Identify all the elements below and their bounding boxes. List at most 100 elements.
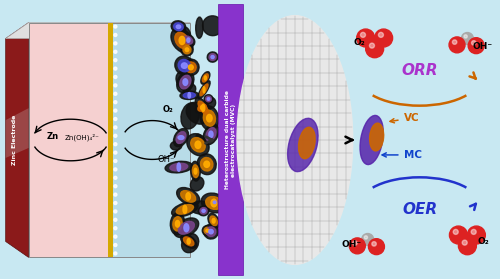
- Circle shape: [114, 227, 117, 230]
- Circle shape: [114, 42, 117, 45]
- Circle shape: [114, 160, 117, 162]
- Ellipse shape: [187, 134, 209, 156]
- Text: O₂: O₂: [162, 105, 173, 114]
- Ellipse shape: [203, 124, 218, 145]
- Circle shape: [114, 218, 117, 221]
- Ellipse shape: [204, 227, 211, 234]
- Circle shape: [362, 234, 374, 246]
- Ellipse shape: [206, 114, 212, 122]
- Ellipse shape: [209, 229, 213, 234]
- Ellipse shape: [180, 91, 199, 100]
- Ellipse shape: [182, 234, 198, 253]
- Ellipse shape: [187, 38, 190, 42]
- Ellipse shape: [209, 131, 213, 138]
- Ellipse shape: [184, 237, 194, 246]
- Circle shape: [114, 176, 117, 179]
- Ellipse shape: [197, 154, 216, 175]
- Polygon shape: [6, 23, 28, 258]
- Ellipse shape: [182, 34, 195, 46]
- Ellipse shape: [184, 224, 189, 232]
- Text: OH⁻: OH⁻: [342, 240, 362, 249]
- Circle shape: [114, 201, 117, 205]
- Circle shape: [356, 29, 374, 47]
- Ellipse shape: [165, 161, 192, 173]
- Ellipse shape: [175, 56, 194, 75]
- Circle shape: [468, 38, 484, 54]
- Circle shape: [114, 168, 117, 171]
- Ellipse shape: [176, 187, 200, 205]
- Ellipse shape: [171, 28, 193, 53]
- Ellipse shape: [183, 84, 196, 96]
- Ellipse shape: [201, 193, 226, 213]
- Circle shape: [114, 126, 117, 129]
- Ellipse shape: [181, 103, 199, 129]
- Circle shape: [374, 29, 392, 47]
- Text: OH⁻: OH⁻: [158, 155, 174, 164]
- Bar: [28, 23, 110, 258]
- Bar: [218, 4, 243, 275]
- Ellipse shape: [200, 106, 218, 131]
- Ellipse shape: [178, 59, 190, 72]
- Circle shape: [114, 33, 117, 37]
- Circle shape: [114, 235, 117, 238]
- Ellipse shape: [177, 163, 180, 171]
- Text: O₂: O₂: [354, 38, 366, 47]
- Ellipse shape: [172, 202, 198, 217]
- Circle shape: [462, 33, 473, 44]
- Circle shape: [114, 92, 117, 95]
- Circle shape: [458, 237, 476, 255]
- Ellipse shape: [212, 218, 215, 223]
- Ellipse shape: [203, 87, 205, 93]
- Ellipse shape: [196, 97, 211, 118]
- Circle shape: [114, 244, 117, 247]
- Ellipse shape: [183, 79, 188, 85]
- Ellipse shape: [214, 201, 216, 203]
- Ellipse shape: [173, 217, 182, 231]
- Ellipse shape: [175, 32, 189, 49]
- Ellipse shape: [180, 27, 190, 43]
- Ellipse shape: [237, 16, 352, 264]
- Text: Heterostructure dual carbide
electrocatalyst (MVC): Heterostructure dual carbide electrocata…: [225, 91, 236, 189]
- Circle shape: [114, 193, 117, 196]
- Circle shape: [360, 32, 366, 37]
- Ellipse shape: [201, 72, 210, 84]
- Ellipse shape: [206, 96, 212, 102]
- Ellipse shape: [194, 168, 197, 174]
- Circle shape: [114, 143, 117, 146]
- Circle shape: [450, 226, 468, 244]
- Ellipse shape: [190, 138, 205, 152]
- Ellipse shape: [210, 198, 219, 206]
- Polygon shape: [6, 108, 28, 158]
- Circle shape: [378, 32, 384, 37]
- Ellipse shape: [207, 52, 218, 62]
- Ellipse shape: [209, 54, 216, 60]
- Ellipse shape: [182, 63, 188, 68]
- Ellipse shape: [176, 132, 186, 143]
- Ellipse shape: [198, 206, 209, 216]
- Ellipse shape: [370, 123, 384, 151]
- Ellipse shape: [170, 141, 182, 150]
- Ellipse shape: [176, 205, 194, 214]
- Text: OER: OER: [402, 202, 437, 217]
- Circle shape: [114, 84, 117, 87]
- Ellipse shape: [178, 136, 184, 140]
- Circle shape: [468, 226, 485, 244]
- Ellipse shape: [179, 36, 185, 45]
- Circle shape: [462, 240, 467, 245]
- Circle shape: [114, 109, 117, 112]
- Ellipse shape: [174, 218, 199, 238]
- Circle shape: [114, 50, 117, 53]
- Ellipse shape: [200, 84, 208, 96]
- Text: MC: MC: [382, 150, 422, 160]
- Text: ORR: ORR: [402, 63, 438, 78]
- Ellipse shape: [204, 76, 206, 80]
- Ellipse shape: [198, 81, 210, 99]
- Ellipse shape: [200, 208, 207, 214]
- Ellipse shape: [198, 101, 208, 115]
- Text: Zn: Zn: [46, 132, 58, 141]
- Polygon shape: [6, 23, 190, 39]
- Circle shape: [471, 229, 476, 234]
- Ellipse shape: [196, 134, 203, 147]
- Ellipse shape: [206, 97, 216, 109]
- Circle shape: [114, 76, 117, 78]
